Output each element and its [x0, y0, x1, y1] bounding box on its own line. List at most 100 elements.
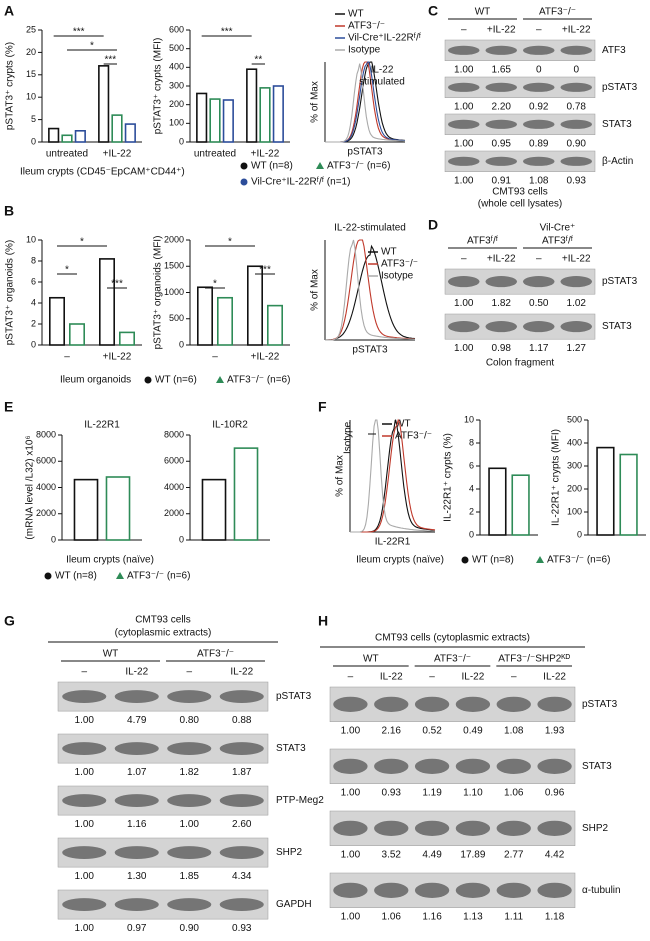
- lane-label: –: [536, 254, 542, 265]
- lane-label: +IL-22: [487, 254, 516, 265]
- protein-label: STAT3: [602, 321, 632, 332]
- blot-footer: (whole cell lysates): [478, 199, 562, 210]
- band: [219, 898, 264, 911]
- protein-label: α-tubulin: [582, 885, 621, 896]
- legend-label: WT (n=8): [251, 161, 293, 172]
- protein-label: STAT3: [276, 743, 306, 754]
- legend-marker: [116, 572, 124, 579]
- x-tick-label: –: [212, 352, 218, 363]
- protein-label: STAT3: [602, 119, 632, 130]
- y-axis-label: pSTAT3⁺ organoids (MFI): [153, 236, 164, 350]
- x-tick-label: –: [64, 352, 70, 363]
- band: [485, 119, 517, 129]
- bar: [217, 296, 234, 346]
- quantification: 0: [573, 64, 579, 75]
- y-tick-label: 10: [26, 92, 36, 102]
- lane-label: +IL-22: [562, 254, 591, 265]
- lane-label: –: [461, 25, 467, 36]
- band: [62, 846, 107, 859]
- quantification: 1.02: [567, 298, 587, 309]
- y-tick-label: 0: [179, 339, 184, 349]
- band: [485, 82, 517, 92]
- significance-label: *: [80, 237, 84, 248]
- annotation: Isotype: [343, 421, 354, 454]
- legend-label: ATF3⁻/⁻: [395, 431, 432, 442]
- quantification: 0.92: [529, 101, 549, 112]
- lane-label: –: [429, 672, 435, 683]
- quantification: 3.52: [382, 849, 402, 860]
- y-tick-label: 8: [31, 255, 36, 265]
- significance-label: *: [65, 265, 69, 276]
- band: [448, 119, 480, 129]
- quantification: 1.00: [341, 725, 361, 736]
- quantification: 0.78: [567, 101, 587, 112]
- histogram-curve: [350, 419, 436, 533]
- quantification: 1.00: [341, 787, 361, 798]
- y-tick-label: 5: [31, 114, 36, 124]
- lane-label: IL-22: [462, 672, 485, 683]
- quantification: 1.87: [232, 767, 252, 778]
- legend-label: Vil-Cre⁺IL-22Rᶠ/ᶠ (n=1): [251, 177, 350, 188]
- band: [374, 758, 409, 774]
- y-tick-label: 0: [179, 534, 184, 544]
- quantification: 1.06: [504, 787, 524, 798]
- quantification: 17.89: [460, 849, 485, 860]
- quantification: 0.88: [232, 715, 252, 726]
- y-tick-label: 20: [26, 47, 36, 57]
- quantification: 1.11: [504, 911, 523, 922]
- y-tick-label: 0: [469, 529, 474, 539]
- band: [114, 898, 159, 911]
- bar: [259, 87, 271, 143]
- quantification: 4.34: [232, 871, 252, 882]
- significance-label: ***: [104, 55, 116, 66]
- band: [537, 758, 572, 774]
- quantification: 0.50: [529, 298, 549, 309]
- histogram-curve: [325, 239, 415, 341]
- panel-footer: Ileum organoids: [60, 375, 131, 386]
- blot-header: CMT93 cells: [135, 615, 191, 626]
- bar: [48, 296, 65, 346]
- legend-label: ATF3⁻/⁻ (n=6): [127, 571, 190, 582]
- bar: [201, 478, 227, 541]
- panel-letter: E: [4, 399, 13, 415]
- chart-title: IL-22-stimulated: [334, 223, 406, 234]
- panel-footer: Ileum crypts (naïve): [356, 555, 444, 566]
- y-tick-label: 400: [169, 62, 184, 72]
- quantification: 0.52: [422, 725, 442, 736]
- quantification: 2.20: [492, 101, 512, 112]
- band: [333, 758, 368, 774]
- blot-strip: [329, 872, 576, 908]
- quantification: 1.00: [180, 819, 200, 830]
- band: [167, 690, 212, 703]
- band: [414, 696, 450, 712]
- histogram-curve: [325, 239, 416, 341]
- significance-label: ***: [73, 27, 85, 38]
- y-tick-label: 200: [567, 483, 582, 493]
- band: [167, 898, 212, 911]
- band: [496, 882, 531, 898]
- band: [560, 119, 592, 129]
- quantification: 0.98: [492, 343, 512, 354]
- band: [560, 276, 592, 288]
- quantification: 0.49: [463, 725, 483, 736]
- group-label: ATF3ᶠ/ᶠ: [542, 236, 574, 247]
- band: [537, 820, 572, 836]
- quantification: 2.16: [382, 725, 402, 736]
- legend-marker: [216, 376, 224, 383]
- quantification: 1.00: [454, 298, 474, 309]
- legend-label: Isotype: [381, 271, 414, 282]
- quantification: 1.07: [127, 767, 147, 778]
- quantification: 1.85: [180, 871, 200, 882]
- legend-label: ATF3⁻/⁻ (n=6): [327, 161, 390, 172]
- y-tick-label: 1500: [164, 261, 184, 271]
- x-tick-label: +IL-22: [251, 149, 280, 160]
- band: [167, 846, 212, 859]
- significance-label: *: [90, 41, 94, 52]
- y-tick-label: 2000: [164, 508, 184, 518]
- quantification: 1.00: [75, 923, 95, 934]
- lane-label: IL-22: [380, 672, 403, 683]
- y-tick-label: 2: [31, 318, 36, 328]
- quantification: 1.00: [454, 175, 474, 186]
- protein-label: GAPDH: [276, 899, 312, 910]
- band: [114, 846, 159, 859]
